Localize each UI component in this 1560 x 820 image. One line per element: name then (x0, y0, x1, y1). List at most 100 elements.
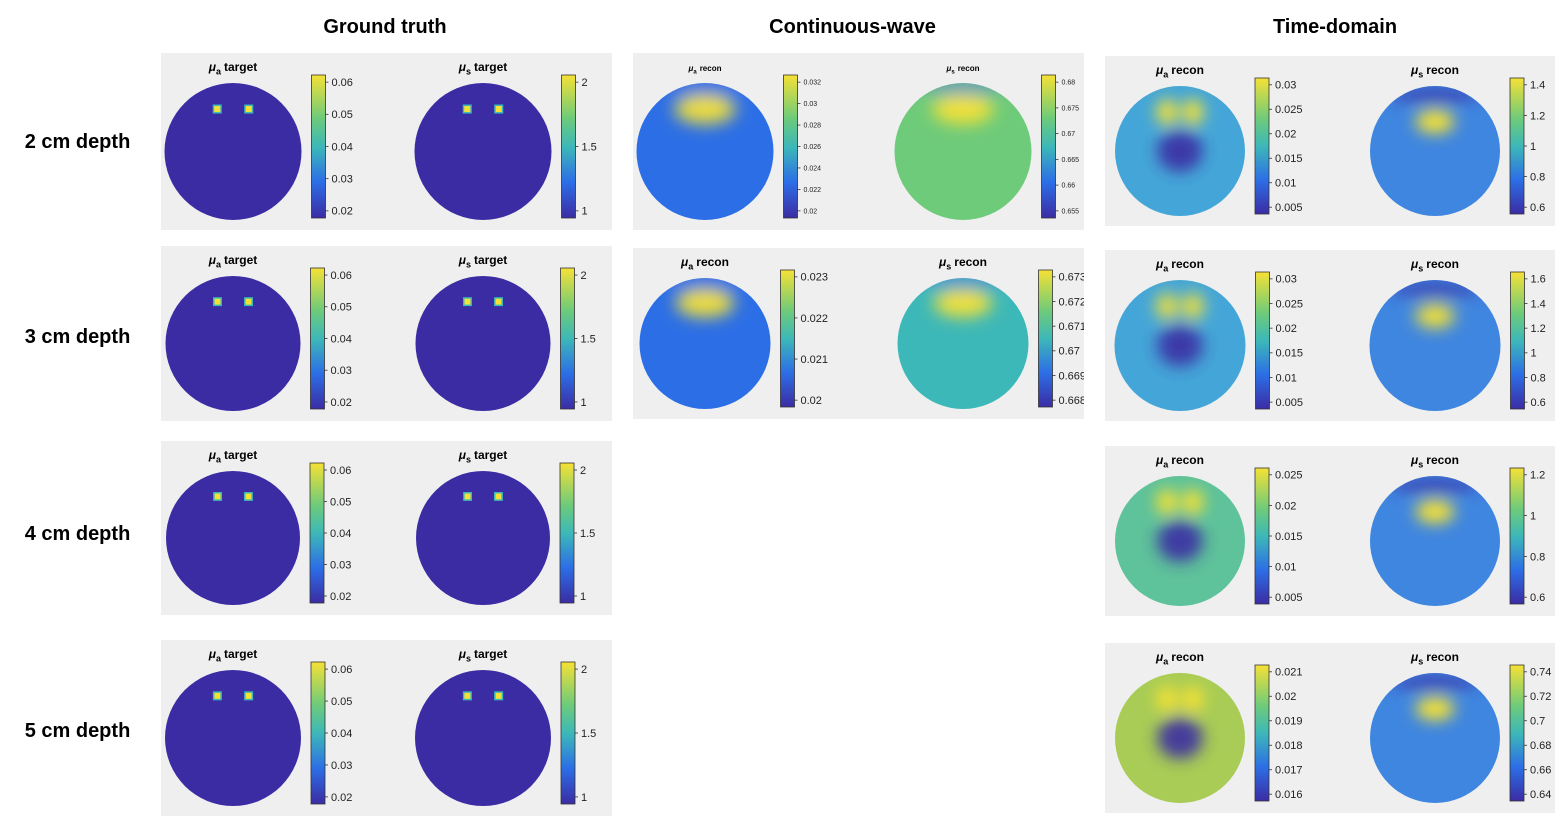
colorbar-tick-label: 0.024 (804, 165, 822, 172)
mus-colorbar (561, 74, 576, 219)
colorbar-tick-label: 1 (582, 206, 588, 218)
colorbar-tick-label: 0.03 (331, 760, 352, 772)
mus-map (415, 670, 551, 806)
inclusion-square (244, 691, 254, 701)
mus-map (416, 471, 550, 605)
colorbar-tick-label: 0.673 (1059, 272, 1085, 284)
colorbar-tick-label: 0.68 (1530, 740, 1551, 752)
colorbar-tick-label: 0.67 (1062, 131, 1076, 138)
colorbar-tick-label: 0.02 (1276, 323, 1297, 335)
inclusion-square (494, 104, 504, 114)
mus-colorbar (1509, 467, 1525, 605)
mus-map (1370, 476, 1500, 606)
mua-map (1115, 86, 1245, 216)
colorbar-tick-label: 0.05 (332, 109, 353, 121)
colorbar-tick-label: 0.06 (331, 664, 352, 676)
mus-title: μs recon (946, 64, 980, 75)
colorbar-tick-label: 0.03 (331, 365, 352, 377)
colorbar-tick-label: 0.6 (1530, 592, 1545, 604)
colorbar-tick-label: 1.5 (581, 728, 596, 740)
colorbar-tick-label: 0.04 (332, 141, 353, 153)
row-header-4cm: 4 cm depth (24, 523, 131, 545)
colorbar-tick-label: 0.025 (1276, 298, 1304, 310)
colorbar-tick-label: 0.669 (1059, 370, 1085, 382)
colorbar-tick-label: 0.66 (1062, 183, 1076, 190)
mua-title: μa target (208, 647, 258, 664)
row-header-5cm: 5 cm depth (24, 720, 131, 742)
mus-map (1370, 86, 1500, 216)
colorbar-tick-label: 0.015 (1275, 153, 1303, 165)
colorbar-tick-label: 0.03 (1276, 274, 1297, 286)
mus-title: μs target (458, 253, 508, 270)
column-header-continuous-wave: Continuous-wave (769, 16, 936, 38)
mus-title: μs recon (1410, 63, 1459, 80)
colorbar-tick-label: 0.025 (1275, 470, 1303, 482)
mua-colorbar (310, 661, 326, 805)
colorbar-tick-label: 0.05 (331, 696, 352, 708)
colorbar-tick-label: 0.04 (331, 333, 352, 345)
mua-colorbar (783, 74, 798, 219)
mus-colorbar (1509, 77, 1525, 215)
colorbar-tick-label: 0.6 (1530, 202, 1545, 214)
mua-map (165, 276, 301, 411)
colorbar-tick-label: 0.022 (804, 187, 822, 194)
colorbar-tick-label: 1 (1531, 348, 1537, 360)
colorbar-tick-label: 0.8 (1530, 171, 1545, 183)
mua-map (164, 83, 302, 220)
colorbar-tick-label: 0.671 (1059, 321, 1085, 333)
colorbar-tick-label: 0.03 (1275, 80, 1296, 92)
colorbar-tick-label: 0.005 (1275, 592, 1303, 604)
colorbar-tick-label: 1.4 (1530, 80, 1545, 92)
inclusion-square (243, 492, 253, 501)
inclusion-square (212, 691, 222, 701)
colorbar-tick-label: 2 (582, 77, 588, 89)
colorbar-tick-label: 0.017 (1275, 765, 1303, 777)
mua-map (1115, 673, 1245, 803)
panel-td-2: μa recon 0.03 0.025 0.02 0.015 0.01 0.005 μs reco… (1105, 56, 1555, 226)
mua-map (166, 471, 300, 605)
colorbar-tick-label: 0.01 (1276, 372, 1297, 384)
colorbar-tick-label: 0.67 (1059, 346, 1080, 358)
mus-title: μs recon (1410, 257, 1459, 274)
colorbar-tick-label: 0.02 (331, 792, 352, 804)
colorbar-tick-label: 0.016 (1275, 789, 1303, 801)
colorbar-tick-label: 1.6 (1531, 274, 1546, 286)
colorbar-tick-label: 0.05 (331, 302, 352, 314)
colorbar-tick-label: 1 (581, 792, 587, 804)
colorbar-tick-label: 1 (1530, 141, 1536, 153)
panel-gt-3: μa target 0.06 0.05 0.04 0.03 0.02 μs target 2 1.5… (161, 246, 612, 421)
mus-title: μs target (458, 647, 508, 664)
colorbar-tick-label: 0.06 (331, 270, 352, 282)
colorbar-tick-label: 0.72 (1530, 691, 1551, 703)
inclusion-square (213, 492, 223, 501)
mus-map (897, 278, 1029, 409)
mus-map (415, 276, 551, 411)
panel-gt-5: μa target 0.06 0.05 0.04 0.03 0.02 μs target 2 1.5… (161, 640, 612, 816)
column-header-time-domain: Time-domain (1272, 16, 1398, 38)
colorbar-tick-label: 0.02 (801, 395, 822, 407)
colorbar-tick-label: 0.01 (1275, 561, 1296, 573)
colorbar-tick-label: 1.2 (1531, 323, 1546, 335)
inclusion-square (463, 492, 473, 501)
mua-title: μa target (208, 253, 258, 270)
colorbar-tick-label: 1.5 (581, 333, 596, 345)
mua-map (1114, 280, 1246, 411)
colorbar-tick-label: 0.005 (1276, 397, 1304, 409)
inclusion-square (462, 691, 472, 701)
colorbar-tick-label: 0.675 (1062, 105, 1080, 112)
colorbar-tick-label: 0.04 (330, 528, 351, 540)
colorbar-tick-label: 1.2 (1530, 110, 1545, 122)
colorbar-tick-label: 0.023 (801, 272, 829, 284)
mua-colorbar (1254, 664, 1270, 802)
panel-td-3: μa recon 0.03 0.025 0.02 0.015 0.01 0.005 μs reco… (1105, 250, 1555, 421)
inclusion-square (463, 297, 472, 307)
colorbar-tick-label: 0.03 (330, 559, 351, 571)
panel-gt-4: μa target 0.06 0.05 0.04 0.03 0.02 μs target 2 1.5… (161, 441, 612, 615)
colorbar-tick-label: 0.01 (1275, 178, 1296, 190)
colorbar-tick-label: 0.68 (1062, 80, 1076, 87)
mus-colorbar (1038, 269, 1053, 408)
mua-map (636, 83, 774, 220)
colorbar-tick-label: 0.005 (1275, 202, 1303, 214)
mua-map (165, 670, 301, 806)
inclusion-square (462, 104, 472, 114)
